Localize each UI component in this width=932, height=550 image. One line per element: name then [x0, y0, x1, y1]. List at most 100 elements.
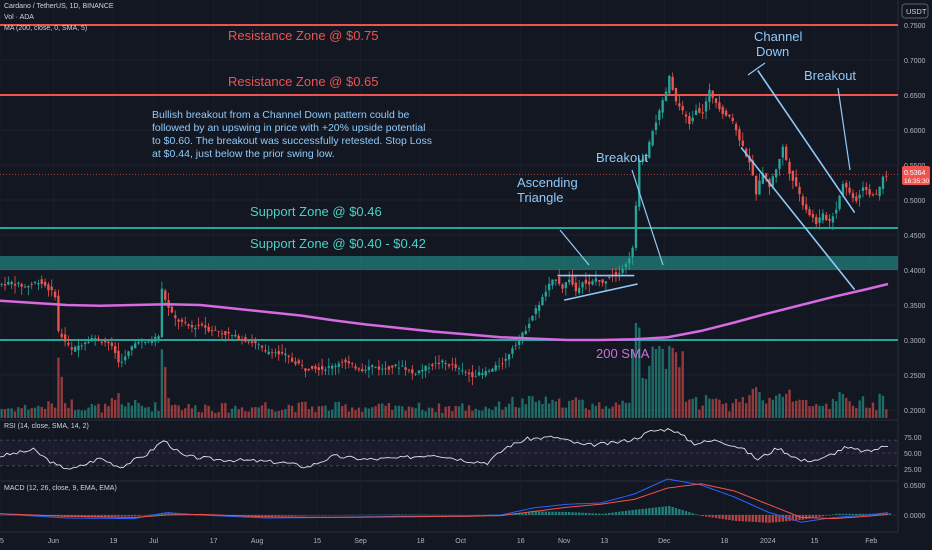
volume-bar — [708, 398, 711, 418]
volume-bar — [134, 399, 137, 418]
volume-bar — [718, 399, 721, 418]
candle-body — [451, 363, 454, 365]
macd-histogram-bar — [144, 515, 147, 516]
macd-histogram-bar — [888, 513, 891, 515]
candle-body — [467, 372, 471, 375]
volume-bar — [53, 407, 57, 418]
macd-histogram-bar — [274, 515, 277, 517]
candle-body — [284, 353, 287, 356]
price-tick-label: 0.3500 — [904, 303, 926, 310]
candle-body — [521, 332, 524, 340]
candle-body — [795, 177, 798, 187]
macd-histogram-bar — [771, 515, 774, 523]
volume-bar — [474, 408, 477, 418]
macd-histogram-bar — [454, 514, 457, 516]
candle-body — [481, 373, 484, 375]
volume-bar — [578, 399, 581, 418]
volume-bar — [174, 404, 177, 418]
macd-histogram-bar — [254, 515, 257, 517]
macd-histogram-bar — [0, 515, 3, 516]
macd-histogram-bar — [691, 513, 694, 515]
volume-bar — [314, 412, 317, 418]
volume-bar — [247, 411, 250, 418]
candle-body — [885, 175, 888, 177]
candle-body — [477, 372, 481, 376]
time-tick-label: Jul — [149, 538, 158, 545]
volume-bar — [604, 406, 608, 418]
time-tick-label: 16 — [517, 538, 525, 545]
macd-histogram-bar — [471, 514, 474, 516]
candle-body — [270, 352, 274, 354]
candle-body — [774, 169, 778, 178]
macd-histogram-bar — [744, 515, 748, 522]
macd-histogram-bar — [487, 514, 491, 516]
macd-histogram-bar — [537, 511, 541, 515]
candle-body — [564, 282, 568, 289]
candle-body — [598, 280, 601, 282]
price-tick-label: 0.4500 — [904, 233, 926, 240]
candle-body — [83, 342, 87, 345]
macd-histogram-bar — [164, 512, 167, 515]
candle-body — [471, 372, 474, 377]
macd-histogram-bar — [708, 515, 711, 518]
candle-body — [868, 189, 871, 195]
macd-histogram-bar — [280, 515, 284, 516]
volume-bar — [150, 411, 154, 418]
volume-bar — [50, 403, 53, 418]
candle-body — [124, 356, 127, 361]
volume-bar — [714, 398, 718, 418]
volume-bar — [774, 395, 778, 418]
candle-body — [531, 315, 534, 321]
volume-bar — [674, 352, 678, 418]
currency-badge[interactable]: USDT — [906, 7, 927, 16]
macd-histogram-bar — [250, 515, 254, 517]
volume-bar — [564, 407, 568, 418]
candle-body — [57, 295, 60, 331]
candle-body — [754, 175, 758, 195]
candle-body — [788, 161, 791, 174]
volume-bar — [594, 405, 598, 418]
volume-bar — [848, 401, 851, 418]
candle-body — [103, 340, 107, 343]
macd-histogram-bar — [120, 515, 124, 517]
volume-bar — [621, 400, 624, 418]
macd-signal-line — [0, 483, 889, 520]
volume-bar — [738, 401, 741, 418]
volume-bar — [257, 407, 260, 418]
macd-histogram-bar — [795, 515, 798, 521]
candle-body — [544, 291, 547, 297]
macd-histogram-bar — [481, 514, 484, 516]
volume-bar — [551, 399, 554, 418]
volume-bar — [157, 410, 160, 418]
volume-bar — [404, 410, 407, 418]
candle-body — [581, 282, 584, 288]
volume-bar — [280, 410, 284, 418]
candle-body — [594, 278, 598, 282]
macd-histogram-bar — [641, 508, 644, 515]
volume-bar — [194, 405, 197, 418]
candle-body — [437, 362, 441, 365]
candle-body — [314, 366, 317, 369]
macd-histogram-bar — [724, 515, 728, 520]
macd-histogram-bar — [785, 515, 788, 522]
macd-histogram-bar — [718, 515, 721, 519]
volume-bar — [541, 403, 544, 418]
volume-bar — [521, 398, 524, 418]
volume-bar — [471, 410, 474, 418]
candle-body — [728, 114, 731, 117]
macd-histogram-bar — [337, 514, 341, 516]
volume-bar — [367, 408, 371, 418]
macd-histogram-bar — [137, 515, 140, 516]
macd-histogram-bar — [97, 515, 100, 517]
macd-histogram-bar — [861, 513, 865, 515]
volume-bar — [684, 401, 688, 418]
macd-histogram-bar — [304, 515, 307, 516]
macd-histogram-bar — [407, 514, 411, 515]
ascending-triangle-label: Ascending — [517, 175, 578, 190]
macd-histogram-bar — [674, 508, 678, 515]
macd-histogram-bar — [461, 514, 464, 516]
last-price-value: 0.5364 — [904, 170, 926, 177]
volume-bar — [397, 405, 401, 418]
currency-badge-box[interactable] — [901, 3, 929, 19]
